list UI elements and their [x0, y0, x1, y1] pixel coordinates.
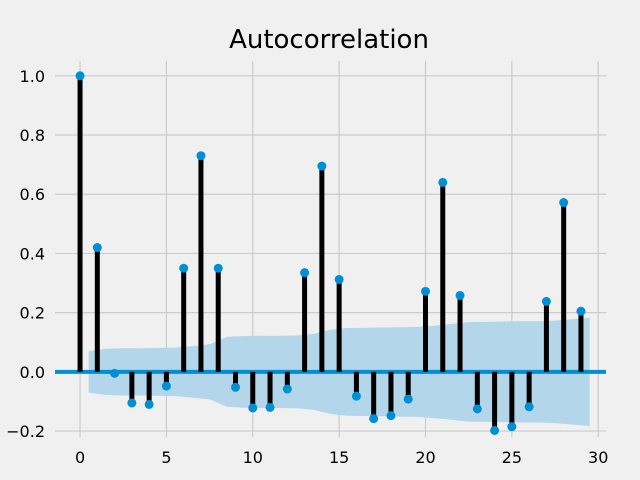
acf-point	[179, 263, 189, 273]
acf-point	[507, 422, 517, 432]
acf-point	[334, 274, 344, 284]
y-tick-label: 0.6	[20, 185, 45, 204]
y-tick-label: 1.0	[20, 67, 45, 86]
acf-point	[351, 391, 361, 401]
stems-group	[77, 75, 584, 431]
acf-point	[524, 402, 534, 412]
y-tick-label: −0.2	[6, 422, 45, 441]
acf-point	[127, 398, 137, 408]
x-tick-label: 30	[588, 448, 608, 467]
acf-point	[92, 243, 102, 253]
acf-point	[541, 296, 551, 306]
x-tick-label: 5	[161, 448, 171, 467]
acf-point	[161, 381, 171, 391]
acf-point	[386, 411, 396, 421]
acf-point	[196, 151, 206, 161]
acf-point	[403, 394, 413, 404]
acf-point	[490, 425, 500, 435]
acf-point	[265, 402, 275, 412]
y-tick-label: 0.4	[20, 244, 45, 263]
y-tick-label: 0.2	[20, 304, 45, 323]
acf-point	[421, 286, 430, 296]
acf-point	[559, 198, 569, 208]
chart-title: Autocorrelation	[229, 25, 429, 55]
acf-point	[144, 399, 154, 409]
acf-point	[282, 384, 292, 394]
acf-point	[231, 382, 240, 392]
acf-point	[576, 306, 586, 316]
x-tick-label: 0	[75, 448, 85, 467]
y-tick-label: 0.0	[20, 363, 45, 382]
acf-point	[213, 263, 223, 273]
y-tick-labels: −0.2 0.0 0.2 0.4 0.6 0.8 1.0	[6, 67, 45, 441]
acf-point	[369, 414, 379, 424]
x-tick-label: 25	[502, 448, 522, 467]
acf-point	[75, 71, 85, 81]
x-tick-label: 20	[415, 448, 435, 467]
acf-point	[300, 268, 310, 278]
acf-point	[438, 177, 448, 187]
acf-point	[110, 368, 120, 378]
x-tick-label: 15	[329, 448, 349, 467]
acf-point	[455, 290, 465, 300]
y-tick-label: 0.8	[20, 126, 45, 145]
x-tick-labels: 0 5 10 15 20 25 30	[75, 448, 608, 467]
acf-point	[472, 404, 482, 414]
acf-point	[317, 161, 327, 171]
x-tick-label: 10	[243, 448, 263, 467]
markers-group	[75, 71, 586, 435]
acf-point	[248, 403, 258, 413]
